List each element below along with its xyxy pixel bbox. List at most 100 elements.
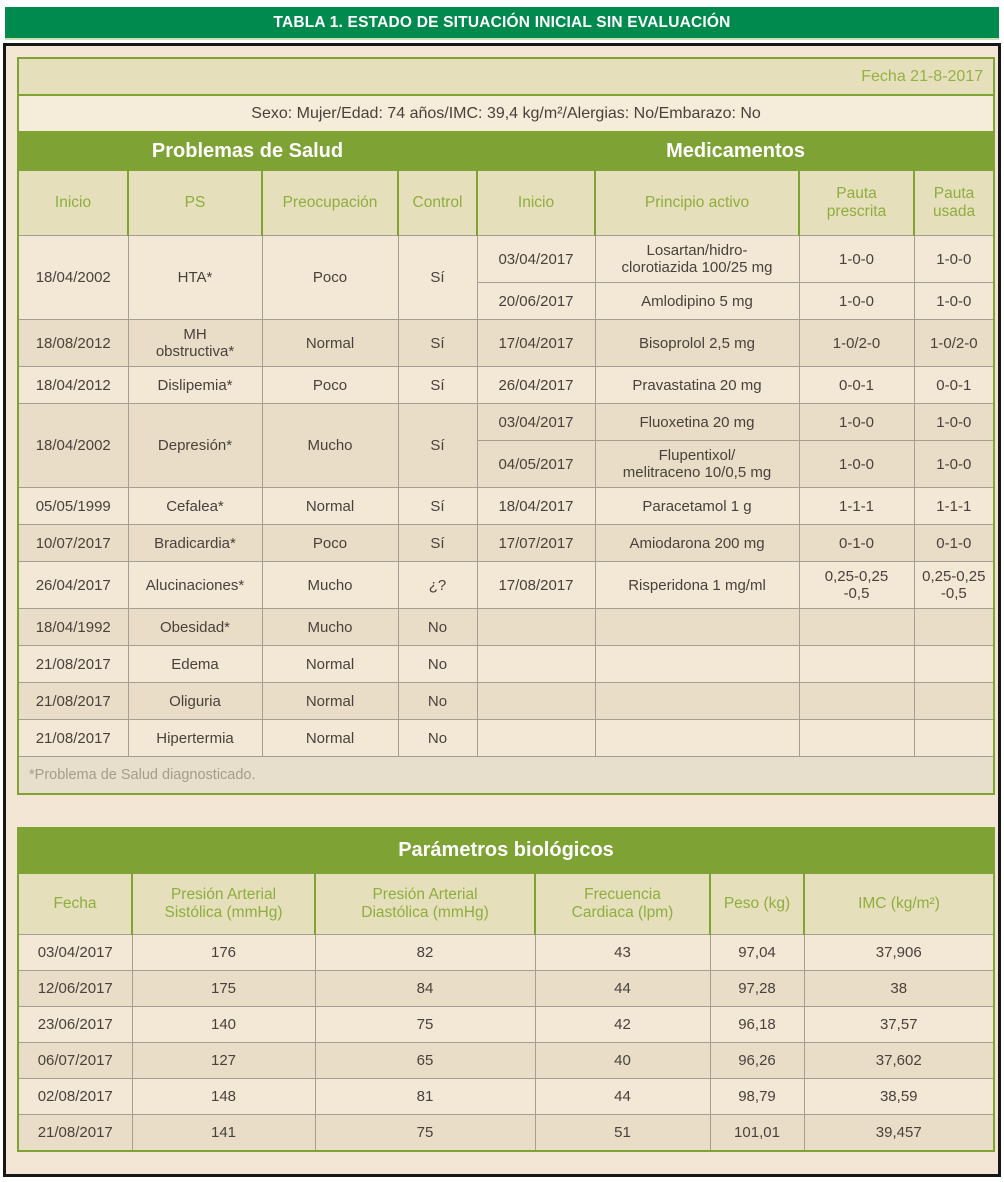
cell-pauta-prescrita bbox=[798, 645, 915, 683]
patient-demographics: Sexo: Mujer/Edad: 74 años/IMC: 39,4 kg/m… bbox=[16, 94, 996, 133]
table-row: 21/08/2017 Oliguria Normal No bbox=[17, 682, 995, 720]
cell-pad: 75 bbox=[314, 1006, 536, 1043]
cell-imc: 37,602 bbox=[803, 1042, 995, 1079]
cell-imc: 38,59 bbox=[803, 1078, 995, 1115]
cell-imc: 37,57 bbox=[803, 1006, 995, 1043]
cell-pauta-prescrita: 1-0-0 bbox=[798, 235, 915, 283]
cell-fecha: 12/06/2017 bbox=[17, 970, 133, 1007]
table-row: 18/08/2012 MH obstructiva* Normal Sí 17/… bbox=[17, 319, 995, 367]
column-header: Preocupación bbox=[261, 169, 399, 236]
cell-pas: 140 bbox=[131, 1006, 316, 1043]
cell-control: No bbox=[397, 608, 478, 646]
table-row: 18/04/2012 Dislipemia* Poco Sí 26/04/201… bbox=[17, 366, 995, 404]
cell-control: Sí bbox=[397, 487, 478, 525]
table-row: 26/04/2017 Alucinaciones* Mucho ¿? 17/08… bbox=[17, 561, 995, 609]
cell-preocupacion: Poco bbox=[261, 366, 399, 404]
cell-ps: Hipertermia bbox=[127, 719, 263, 757]
cell-preocupacion: Mucho bbox=[261, 561, 399, 609]
cell-fecha: 02/08/2017 bbox=[17, 1078, 133, 1115]
cell-ps-inicio: 18/04/2012 bbox=[17, 366, 129, 404]
table-row: 23/06/2017 140 75 42 96,18 37,57 bbox=[17, 1006, 995, 1043]
column-header: Fecha bbox=[17, 872, 133, 935]
cell-principio-activo bbox=[594, 719, 800, 757]
cell-preocupacion: Mucho bbox=[261, 608, 399, 646]
cell-fecha: 06/07/2017 bbox=[17, 1042, 133, 1079]
table-row: 18/04/1992 Obesidad* Mucho No bbox=[17, 608, 995, 646]
health-medications-table: Fecha 21-8-2017 Sexo: Mujer/Edad: 74 año… bbox=[16, 57, 996, 795]
table-row: 21/08/2017 Edema Normal No bbox=[17, 645, 995, 683]
cell-ps-inicio: 18/04/1992 bbox=[17, 608, 129, 646]
cell-preocupacion: Mucho bbox=[261, 403, 399, 488]
cell-med-inicio: 17/04/2017 bbox=[476, 319, 596, 367]
cell-ps-inicio: 26/04/2017 bbox=[17, 561, 129, 609]
cell-preocupacion: Poco bbox=[261, 524, 399, 562]
cell-pauta-prescrita bbox=[798, 682, 915, 720]
cell-imc: 39,457 bbox=[803, 1114, 995, 1152]
cell-principio-activo bbox=[594, 645, 800, 683]
cell-pas: 127 bbox=[131, 1042, 316, 1079]
cell-principio-activo: Bisoprolol 2,5 mg bbox=[594, 319, 800, 367]
cell-pauta-prescrita: 1-0-0 bbox=[798, 282, 915, 320]
cell-control: Sí bbox=[397, 524, 478, 562]
cell-med-inicio: 26/04/2017 bbox=[476, 366, 596, 404]
cell-control: Sí bbox=[397, 403, 478, 488]
cell-ps: HTA* bbox=[127, 235, 263, 320]
table-row: 03/04/2017 176 82 43 97,04 37,906 bbox=[17, 934, 995, 971]
table-row: 21/08/2017 Hipertermia Normal No bbox=[17, 719, 995, 757]
cell-peso: 98,79 bbox=[709, 1078, 805, 1115]
cell-ps: Dislipemia* bbox=[127, 366, 263, 404]
cell-pauta-usada: 0,25-0,25 -0,5 bbox=[913, 561, 995, 609]
cell-ps: Bradicardia* bbox=[127, 524, 263, 562]
cell-principio-activo: Pravastatina 20 mg bbox=[594, 366, 800, 404]
cell-fc: 42 bbox=[534, 1006, 711, 1043]
cell-ps-inicio: 18/04/2002 bbox=[17, 403, 129, 488]
table-title-bar: TABLA 1. ESTADO DE SITUACIÓN INICIAL SIN… bbox=[5, 7, 999, 40]
cell-pad: 81 bbox=[314, 1078, 536, 1115]
cell-pauta-prescrita: 1-0/2-0 bbox=[798, 319, 915, 367]
cell-pauta-usada: 1-0-0 bbox=[913, 235, 995, 283]
cell-ps: Edema bbox=[127, 645, 263, 683]
cell-fecha: 23/06/2017 bbox=[17, 1006, 133, 1043]
cell-ps: Oliguria bbox=[127, 682, 263, 720]
cell-ps: Alucinaciones* bbox=[127, 561, 263, 609]
footnote: *Problema de Salud diagnosticado. bbox=[17, 756, 995, 795]
cell-pauta-prescrita: 0-0-1 bbox=[798, 366, 915, 404]
cell-med-inicio: 20/06/2017 bbox=[476, 282, 596, 320]
cell-med-inicio: 03/04/2017 bbox=[476, 235, 596, 283]
content-panel: Fecha 21-8-2017 Sexo: Mujer/Edad: 74 año… bbox=[3, 43, 1001, 1177]
record-date: Fecha 21-8-2017 bbox=[16, 57, 996, 96]
cell-med-inicio bbox=[476, 719, 596, 757]
column-header: Inicio bbox=[17, 169, 129, 236]
table-row: 10/07/2017 Bradicardia* Poco Sí 17/07/20… bbox=[17, 524, 995, 562]
cell-control: Sí bbox=[397, 319, 478, 367]
table-row: 21/08/2017 141 75 51 101,01 39,457 bbox=[17, 1114, 995, 1152]
cell-ps: Cefalea* bbox=[127, 487, 263, 525]
cell-ps-inicio: 05/05/1999 bbox=[17, 487, 129, 525]
cell-fc: 44 bbox=[534, 1078, 711, 1115]
cell-ps-inicio: 18/04/2002 bbox=[17, 235, 129, 320]
cell-pauta-prescrita bbox=[798, 719, 915, 757]
cell-pas: 175 bbox=[131, 970, 316, 1007]
cell-peso: 101,01 bbox=[709, 1114, 805, 1152]
cell-preocupacion: Normal bbox=[261, 682, 399, 720]
cell-med-inicio: 03/04/2017 bbox=[476, 403, 596, 441]
cell-med-inicio bbox=[476, 645, 596, 683]
cell-pauta-prescrita bbox=[798, 608, 915, 646]
cell-pauta-usada: 1-0-0 bbox=[913, 440, 995, 488]
table-row: 04/05/2017 Flupentixol/ melitraceno 10/0… bbox=[18, 440, 995, 488]
cell-preocupacion: Poco bbox=[261, 235, 399, 320]
cell-ps: Obesidad* bbox=[127, 608, 263, 646]
table-row: 06/07/2017 127 65 40 96,26 37,602 bbox=[17, 1042, 995, 1079]
cell-pauta-usada: 0-0-1 bbox=[913, 366, 995, 404]
cell-ps-inicio: 21/08/2017 bbox=[17, 645, 129, 683]
cell-control: No bbox=[397, 645, 478, 683]
cell-pauta-usada: 0-1-0 bbox=[913, 524, 995, 562]
cell-pas: 148 bbox=[131, 1078, 316, 1115]
table-footnote-row: *Problema de Salud diagnosticado. bbox=[17, 756, 995, 795]
cell-principio-activo: Flupentixol/ melitraceno 10/0,5 mg bbox=[594, 440, 800, 488]
biological-parameters-table: Parámetros biológicos Fecha Presión Arte… bbox=[17, 827, 995, 1152]
cell-preocupacion: Normal bbox=[261, 487, 399, 525]
cell-principio-activo bbox=[594, 682, 800, 720]
table-row: 02/08/2017 148 81 44 98,79 38,59 bbox=[17, 1078, 995, 1115]
section-header-bio: Parámetros biológicos bbox=[17, 827, 995, 874]
